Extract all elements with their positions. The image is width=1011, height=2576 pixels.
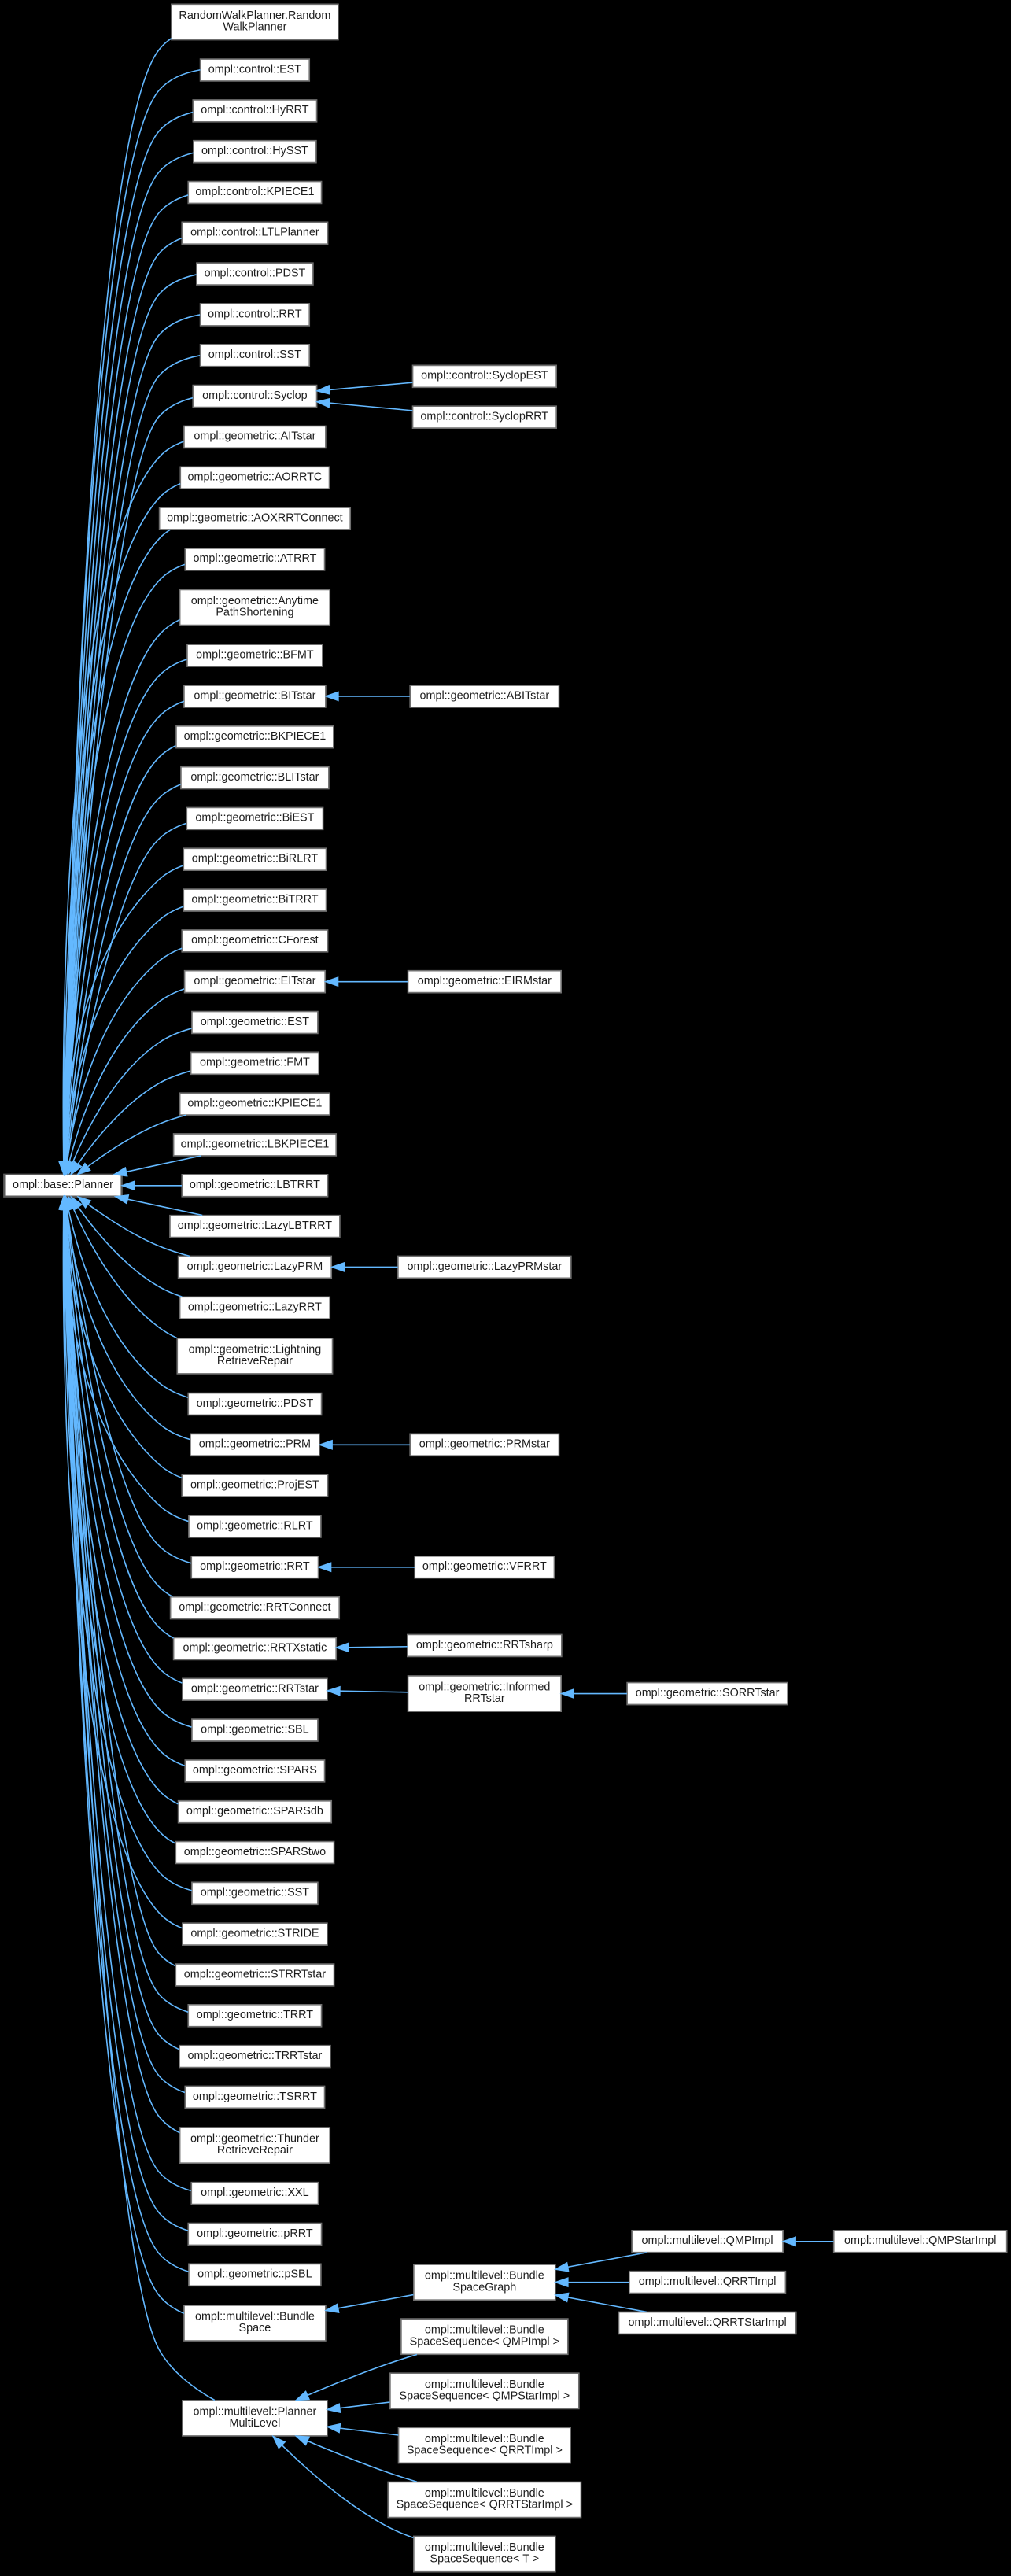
- svg-text:ompl::geometric::SBL: ompl::geometric::SBL: [201, 1723, 309, 1736]
- svg-text:ompl::geometric::Thunder: ompl::geometric::Thunder: [190, 2133, 319, 2146]
- svg-text:ompl::control::LTLPlanner: ompl::control::LTLPlanner: [190, 227, 319, 239]
- svg-text:ompl::geometric::EST: ompl::geometric::EST: [201, 1016, 310, 1028]
- svg-text:ompl::geometric::BITstar: ompl::geometric::BITstar: [194, 689, 315, 702]
- svg-text:ompl::control::Syclop: ompl::control::Syclop: [202, 389, 308, 402]
- svg-text:ompl::multilevel::Bundle: ompl::multilevel::Bundle: [425, 2541, 544, 2554]
- svg-text:ompl::multilevel::Bundle: ompl::multilevel::Bundle: [195, 2310, 315, 2323]
- svg-text:ompl::geometric::AITstar: ompl::geometric::AITstar: [194, 430, 315, 443]
- svg-text:ompl::geometric::RRTConnect: ompl::geometric::RRTConnect: [179, 1601, 330, 1614]
- svg-text:ompl::geometric::TSRRT: ompl::geometric::TSRRT: [193, 2091, 317, 2103]
- svg-text:ompl::geometric::LazyPRM: ompl::geometric::LazyPRM: [187, 1260, 323, 1273]
- svg-text:ompl::geometric::LazyRRT: ompl::geometric::LazyRRT: [188, 1301, 322, 1314]
- svg-text:ompl::geometric::RLRT: ompl::geometric::RLRT: [197, 1519, 313, 1532]
- svg-text:ompl::geometric::SPARSdb: ompl::geometric::SPARSdb: [186, 1805, 323, 1818]
- svg-text:ompl::geometric::PRM: ompl::geometric::PRM: [199, 1438, 311, 1451]
- svg-text:ompl::geometric::Informed: ompl::geometric::Informed: [419, 1681, 550, 1694]
- svg-text:ompl::geometric::STRIDE: ompl::geometric::STRIDE: [190, 1927, 319, 1939]
- svg-text:ompl::geometric::TRRT: ompl::geometric::TRRT: [197, 2009, 314, 2021]
- svg-text:ompl::geometric::AORRTC: ompl::geometric::AORRTC: [188, 471, 323, 484]
- svg-text:RetrieveRepair: RetrieveRepair: [217, 2144, 293, 2157]
- svg-text:SpaceSequence< QMPStarImpl >: SpaceSequence< QMPStarImpl >: [400, 2390, 570, 2402]
- svg-text:ompl::geometric::SPARS: ompl::geometric::SPARS: [193, 1764, 317, 1777]
- svg-text:ompl::geometric::LBTRRT: ompl::geometric::LBTRRT: [190, 1179, 320, 1191]
- svg-text:ompl::geometric::BLITstar: ompl::geometric::BLITstar: [190, 771, 319, 784]
- svg-text:ompl::multilevel::Bundle: ompl::multilevel::Bundle: [425, 2324, 544, 2337]
- svg-text:PathShortening: PathShortening: [216, 607, 293, 619]
- svg-text:ompl::geometric::PRMstar: ompl::geometric::PRMstar: [419, 1438, 550, 1451]
- svg-text:ompl::control::RRT: ompl::control::RRT: [208, 308, 302, 320]
- svg-text:ompl::geometric::BiEST: ompl::geometric::BiEST: [195, 812, 314, 825]
- svg-text:ompl::geometric::KPIECE1: ompl::geometric::KPIECE1: [187, 1097, 322, 1109]
- svg-text:ompl::geometric::XXL: ompl::geometric::XXL: [201, 2187, 309, 2199]
- svg-text:ompl::geometric::ATRRT: ompl::geometric::ATRRT: [193, 552, 316, 565]
- svg-text:ompl::multilevel::Bundle: ompl::multilevel::Bundle: [425, 2379, 544, 2391]
- svg-text:ompl::multilevel::QMPStarImpl: ompl::multilevel::QMPStarImpl: [844, 2235, 996, 2247]
- svg-text:ompl::geometric::CForest: ompl::geometric::CForest: [191, 934, 318, 947]
- svg-text:ompl::base::Planner: ompl::base::Planner: [13, 1179, 113, 1191]
- svg-text:RRTstar: RRTstar: [464, 1692, 505, 1705]
- svg-text:ompl::multilevel::Bundle: ompl::multilevel::Bundle: [425, 2270, 544, 2283]
- svg-text:ompl::control::HyRRT: ompl::control::HyRRT: [201, 104, 308, 116]
- svg-text:ompl::geometric::Lightning: ompl::geometric::Lightning: [189, 1343, 322, 1356]
- svg-text:ompl::control::EST: ompl::control::EST: [208, 63, 302, 76]
- svg-text:SpaceSequence< T >: SpaceSequence< T >: [430, 2553, 540, 2566]
- svg-text:SpaceSequence< QRRTImpl >: SpaceSequence< QRRTImpl >: [407, 2445, 563, 2457]
- svg-text:ompl::geometric::BFMT: ompl::geometric::BFMT: [196, 648, 314, 661]
- svg-text:ompl::control::SyclopRRT: ompl::control::SyclopRRT: [420, 411, 548, 423]
- svg-text:ompl::geometric::SORRTstar: ompl::geometric::SORRTstar: [636, 1687, 780, 1699]
- svg-text:SpaceSequence< QRRTStarImpl >: SpaceSequence< QRRTStarImpl >: [397, 2499, 573, 2511]
- svg-text:ompl::geometric::ProjEST: ompl::geometric::ProjEST: [190, 1478, 319, 1491]
- svg-text:ompl::geometric::BiRLRT: ompl::geometric::BiRLRT: [192, 853, 319, 865]
- svg-text:ompl::geometric::RRTsharp: ompl::geometric::RRTsharp: [416, 1639, 553, 1652]
- svg-text:ompl::multilevel::Planner: ompl::multilevel::Planner: [194, 2405, 317, 2418]
- svg-text:ompl::control::SyclopEST: ompl::control::SyclopEST: [421, 370, 548, 382]
- svg-text:ompl::multilevel::Bundle: ompl::multilevel::Bundle: [425, 2433, 544, 2445]
- svg-text:ompl::geometric::BKPIECE1: ompl::geometric::BKPIECE1: [184, 730, 327, 743]
- svg-text:ompl::geometric::AOXRRTConnect: ompl::geometric::AOXRRTConnect: [167, 511, 343, 524]
- svg-text:ompl::geometric::RRT: ompl::geometric::RRT: [200, 1560, 310, 1573]
- svg-text:ompl::geometric::ABITstar: ompl::geometric::ABITstar: [420, 689, 550, 702]
- svg-text:Space: Space: [239, 2322, 271, 2334]
- svg-text:SpaceSequence< QMPImpl >: SpaceSequence< QMPImpl >: [410, 2335, 559, 2348]
- svg-text:ompl::geometric::RRTstar: ompl::geometric::RRTstar: [191, 1683, 319, 1696]
- svg-text:SpaceGraph: SpaceGraph: [452, 2281, 516, 2294]
- svg-text:ompl::geometric::FMT: ompl::geometric::FMT: [200, 1057, 310, 1069]
- svg-text:ompl::geometric::RRTXstatic: ompl::geometric::RRTXstatic: [183, 1642, 327, 1655]
- svg-text:ompl::geometric::LBKPIECE1: ompl::geometric::LBKPIECE1: [181, 1138, 330, 1150]
- svg-text:ompl::control::SST: ompl::control::SST: [208, 349, 302, 361]
- svg-text:ompl::geometric::LazyLBTRRT: ompl::geometric::LazyLBTRRT: [178, 1220, 333, 1232]
- svg-text:ompl::geometric::SPARStwo: ompl::geometric::SPARStwo: [184, 1846, 326, 1858]
- svg-text:ompl::multilevel::QMPImpl: ompl::multilevel::QMPImpl: [642, 2235, 773, 2247]
- svg-text:ompl::geometric::BiTRRT: ompl::geometric::BiTRRT: [191, 893, 318, 906]
- svg-text:RetrieveRepair: RetrieveRepair: [217, 1355, 293, 1367]
- svg-text:ompl::geometric::EIRMstar: ompl::geometric::EIRMstar: [418, 975, 552, 987]
- svg-text:MultiLevel: MultiLevel: [230, 2417, 281, 2430]
- svg-text:ompl::multilevel::QRRTImpl: ompl::multilevel::QRRTImpl: [639, 2275, 777, 2288]
- svg-text:ompl::geometric::pSBL: ompl::geometric::pSBL: [197, 2268, 312, 2281]
- svg-text:ompl::geometric::LazyPRMstar: ompl::geometric::LazyPRMstar: [408, 1260, 563, 1273]
- svg-text:ompl::geometric::pRRT: ompl::geometric::pRRT: [197, 2227, 313, 2240]
- svg-text:ompl::control::HySST: ompl::control::HySST: [201, 145, 308, 157]
- svg-text:ompl::geometric::EITstar: ompl::geometric::EITstar: [194, 975, 315, 987]
- svg-text:ompl::control::KPIECE1: ompl::control::KPIECE1: [195, 186, 314, 198]
- svg-text:ompl::control::PDST: ompl::control::PDST: [205, 267, 306, 279]
- svg-text:ompl::geometric::TRRTstar: ompl::geometric::TRRTstar: [188, 2050, 323, 2062]
- svg-text:ompl::geometric::Anytime: ompl::geometric::Anytime: [191, 595, 319, 607]
- svg-text:ompl::geometric::VFRRT: ompl::geometric::VFRRT: [422, 1560, 547, 1573]
- svg-text:ompl::geometric::PDST: ompl::geometric::PDST: [197, 1397, 314, 1410]
- svg-text:WalkPlanner: WalkPlanner: [223, 21, 286, 34]
- svg-text:ompl::geometric::STRRTstar: ompl::geometric::STRRTstar: [184, 1968, 327, 1980]
- svg-text:ompl::multilevel::Bundle: ompl::multilevel::Bundle: [425, 2487, 544, 2500]
- svg-text:ompl::geometric::SST: ompl::geometric::SST: [201, 1887, 310, 1899]
- svg-text:RandomWalkPlanner.Random: RandomWalkPlanner.Random: [179, 9, 330, 22]
- svg-text:ompl::multilevel::QRRTStarImpl: ompl::multilevel::QRRTStarImpl: [629, 2316, 787, 2329]
